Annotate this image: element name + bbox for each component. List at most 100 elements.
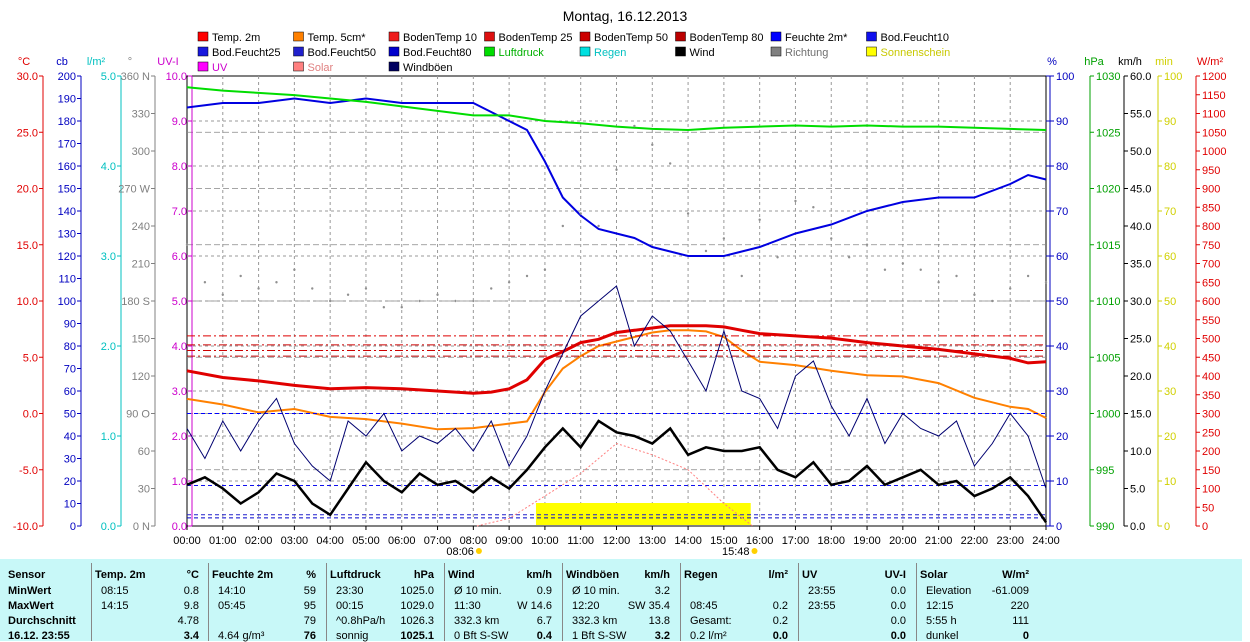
x-tick-label: 14:00 (674, 535, 702, 547)
table-cell-value: 13.8 (648, 615, 670, 627)
direction-point (400, 306, 403, 309)
table-header-unit: °C (186, 569, 199, 581)
x-tick-label: 22:00 (961, 535, 989, 547)
legend-label: Richtung (785, 47, 828, 59)
axis-tick-label: 900 (1202, 184, 1220, 196)
table-header-unit: % (306, 569, 316, 581)
legend-label: BodenTemp 10 (403, 32, 477, 44)
axis-tick-label: 90 (64, 319, 76, 331)
axis-tick-label: 50 (1202, 502, 1214, 514)
direction-point (776, 256, 779, 259)
table-cell-sub: ^0.8hPa/h (336, 615, 386, 627)
direction-point (973, 293, 976, 296)
axis-tick-label: 250 (1202, 427, 1220, 439)
series-line-luftdruck (186, 86, 1047, 132)
legend-swatch (770, 46, 782, 57)
axis-tick-label: 30 (138, 484, 150, 496)
axis-tick-label: 0.0 (172, 521, 187, 533)
axis-tick-label: 10.0 (166, 71, 187, 83)
table-cell-sub: 00:15 (336, 600, 364, 612)
direction-point (382, 306, 386, 309)
axis-tick-label: 45.0 (1130, 184, 1151, 196)
axis-tick-label: 1020 (1096, 184, 1120, 196)
axis-tick-label: 70 (1056, 206, 1068, 218)
axis-tick-label: 50 (64, 409, 76, 421)
axis-tick-label: 1005 (1096, 352, 1120, 364)
table-cell-value: 9.8 (183, 600, 199, 612)
x-tick-label: 12:00 (603, 535, 631, 547)
table-cell-sub: 4.64 g/m³ (218, 630, 265, 642)
direction-point (1026, 274, 1030, 278)
table-header: Windböen (566, 569, 620, 581)
axis-tick-label: 55.0 (1130, 109, 1151, 121)
direction-point (704, 249, 708, 253)
legend-swatch (675, 31, 686, 42)
table-cell-sub: Gesamt: (690, 615, 732, 627)
direction-point (847, 256, 851, 259)
direction-point (525, 274, 529, 278)
table-cell-value: 1025.1 (400, 630, 434, 642)
legend-swatch (866, 46, 877, 57)
table-cell-value: 95 (303, 600, 316, 612)
axis-tick-label: 1050 (1202, 127, 1226, 139)
series-line-feuchte-2m- (186, 97, 1047, 257)
axis-tick-label: 120 (58, 251, 76, 263)
axis-tick-label: 20.0 (17, 184, 38, 196)
table-cell-value: -61.009 (991, 585, 1029, 597)
legend-swatch (197, 46, 209, 57)
axis-tick-label: 5.0 (172, 296, 187, 308)
x-tick-label: 08:00 (460, 535, 488, 547)
direction-point (490, 287, 493, 290)
x-tick-label: 17:00 (782, 535, 810, 547)
direction-point (901, 262, 905, 265)
axis-tick-label: 50 (1056, 296, 1068, 308)
legend-swatch (388, 61, 400, 72)
weather-chart: Montag, 16.12.2013 Temp. 2m Temp. 5cm* Bode… (13, 8, 1227, 558)
direction-point (1009, 287, 1012, 290)
direction-point (937, 281, 940, 284)
axis-unit-label: % (1047, 56, 1057, 68)
legend-label: Temp. 5cm* (308, 32, 367, 44)
axis-tick-label: 800 (1202, 221, 1220, 233)
table-cell-sub: 08:15 (101, 585, 129, 597)
direction-point (633, 124, 636, 128)
axis-tick-label: 1.0 (101, 431, 116, 443)
table-header: Regen (684, 569, 718, 581)
axis-tick-label: 60 (138, 446, 150, 458)
axis-tick-label: 60 (64, 386, 76, 398)
x-tick-label: 00:00 (173, 535, 201, 547)
axis-tick-label: 80 (64, 341, 76, 353)
direction-point (1044, 281, 1048, 284)
axis-tick-label: 1.0 (172, 476, 187, 488)
table-cell-sub: 11:30 (454, 600, 481, 612)
axis-tick-label: 450 (1202, 352, 1220, 364)
legend-label: Temp. 2m (212, 32, 260, 44)
axis-tick-label: 240 (132, 221, 150, 233)
table-cell-sub: Ø 10 min. (454, 585, 502, 597)
column-separator (798, 563, 799, 641)
table-cell-value: 0.0 (890, 600, 906, 612)
axis-tick-label: 60.0 (1130, 71, 1151, 83)
legend-swatch (579, 46, 591, 57)
axis-tick-label: 50.0 (1130, 146, 1151, 158)
x-tick-label: 07:00 (424, 535, 452, 547)
x-tick-label: 05:00 (352, 535, 380, 547)
axis-tick-label: 140 (58, 206, 76, 218)
axis-unit-label: min (1155, 56, 1173, 68)
direction-point (561, 224, 565, 228)
axis-tick-label: 150 (1202, 465, 1220, 477)
x-tick-label: 16:00 (746, 535, 774, 547)
axis-tick-label: 100 (58, 296, 76, 308)
table-cell-sub: 05:45 (218, 600, 246, 612)
x-tick-label: 20:00 (889, 535, 917, 547)
axis-tick-label: 100 (1164, 71, 1182, 83)
axis-tick-label: 0.0 (101, 521, 116, 533)
table-cell-value: 3.4 (183, 630, 199, 642)
direction-point (543, 268, 547, 271)
direction-point (597, 224, 600, 228)
axis-tick-label: 25.0 (1130, 334, 1151, 346)
table-header-unit: W/m² (1002, 569, 1029, 581)
x-tick-label: 06:00 (388, 535, 416, 547)
legend-swatch (388, 31, 400, 42)
axis-tick-label: 40 (1056, 341, 1068, 353)
